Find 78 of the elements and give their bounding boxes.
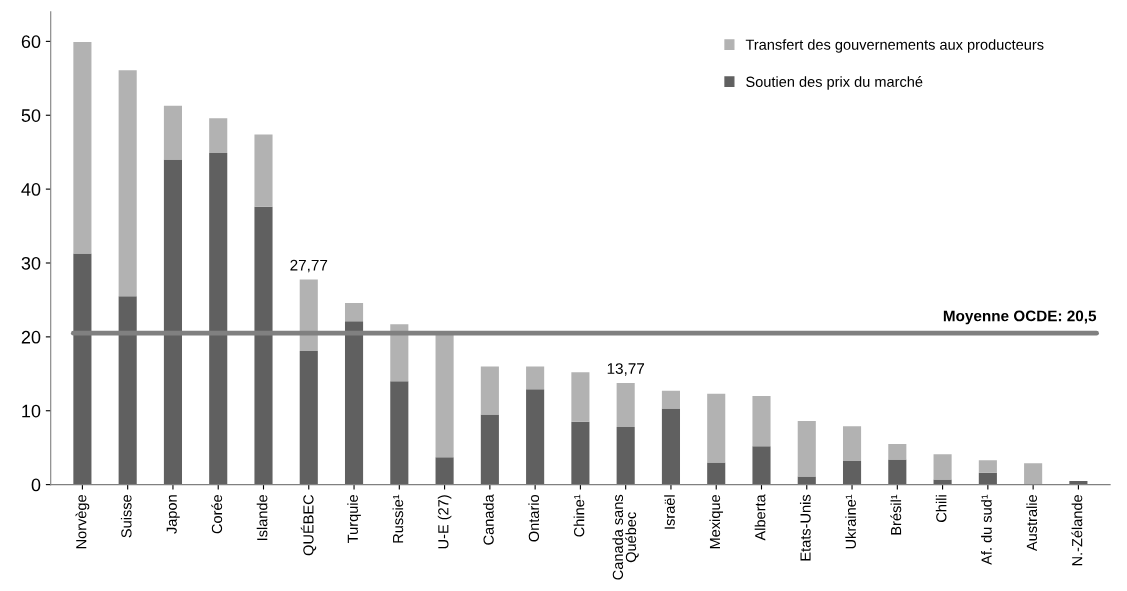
bar <box>344 302 364 322</box>
x-tick-label: Japon <box>166 495 180 534</box>
bar <box>299 279 318 351</box>
bar <box>752 446 771 485</box>
total-label: 27,77 <box>290 259 328 273</box>
bar <box>254 206 273 485</box>
bar <box>978 472 997 485</box>
x-tick-label: Ukraine¹ <box>845 494 856 549</box>
x-tick-label: Islande <box>256 494 268 541</box>
bar <box>73 42 92 254</box>
bar <box>797 476 816 485</box>
bar <box>163 159 183 485</box>
bar <box>390 381 409 485</box>
bar <box>661 390 680 409</box>
x-tick-label: Canada <box>483 494 494 545</box>
x-tick-label: Mexique <box>709 494 724 549</box>
y-tick-label: 30 <box>21 256 41 270</box>
x-tick-label: Alberta <box>754 494 766 541</box>
total-label: 13,77 <box>607 363 645 376</box>
y-tick-label: 0 <box>31 478 41 492</box>
bar <box>526 366 545 390</box>
bar <box>797 421 816 477</box>
bar <box>390 324 409 382</box>
bar <box>435 334 454 458</box>
x-tick-label: Brésil¹ <box>890 494 902 535</box>
x-tick-label: Canada sans Québec <box>612 494 639 580</box>
x-tick-label: Norvège <box>75 494 90 549</box>
bar <box>707 462 726 485</box>
bar <box>209 152 228 485</box>
y-tick-label: 40 <box>21 183 41 196</box>
bar <box>118 70 137 297</box>
x-tick-label: Af. du sud¹ <box>981 494 992 565</box>
bar <box>616 427 635 485</box>
bar <box>978 460 997 473</box>
bar <box>707 393 726 463</box>
bar <box>1024 463 1043 485</box>
y-tick-label: 50 <box>21 109 41 122</box>
legend-label: Soutien des prix du marché <box>746 76 923 90</box>
x-tick-label: Corée <box>211 494 223 534</box>
bar <box>299 350 318 485</box>
bar <box>933 454 952 480</box>
bar <box>73 253 92 485</box>
x-tick-label: QUÉBEC <box>300 494 317 556</box>
bar <box>344 321 364 485</box>
bar <box>163 105 183 160</box>
bar <box>526 389 545 485</box>
bar <box>752 395 771 447</box>
bar <box>118 296 137 485</box>
x-tick-label: Etats-Unis <box>799 494 811 561</box>
y-tick-label: 20 <box>21 330 41 344</box>
x-tick-label: Israël <box>664 495 675 529</box>
bar <box>933 479 952 485</box>
bar <box>209 118 228 153</box>
bar <box>888 443 907 460</box>
bar <box>661 408 680 485</box>
y-tick-label: 10 <box>22 404 41 418</box>
bar <box>842 426 862 461</box>
bar <box>435 457 454 485</box>
x-tick-label: Turquie <box>347 494 361 543</box>
x-tick-label: Chine¹ <box>573 494 585 537</box>
legend-label: Transfert des gouvernements aux producteurs <box>745 39 1044 53</box>
x-tick-label: Chili <box>935 495 947 522</box>
bar <box>571 421 590 485</box>
bar <box>480 366 499 415</box>
x-tick-label: Australie <box>1026 494 1038 552</box>
x-tick-label: Suisse <box>120 494 132 538</box>
ref-line-label: Moyenne OCDE: 20,5 <box>943 310 1097 325</box>
x-tick-label: N.-Zélande <box>1071 494 1083 566</box>
y-tick-label: 60 <box>21 35 41 49</box>
bar <box>480 414 499 485</box>
x-tick-label: Ontario <box>528 494 540 542</box>
x-tick-label: U-E (27) <box>437 495 452 549</box>
bar <box>616 382 635 427</box>
bar <box>888 459 907 485</box>
x-tick-label: Russie¹ <box>392 494 404 543</box>
bar <box>571 372 590 422</box>
bar <box>842 460 862 485</box>
bar <box>254 134 273 207</box>
